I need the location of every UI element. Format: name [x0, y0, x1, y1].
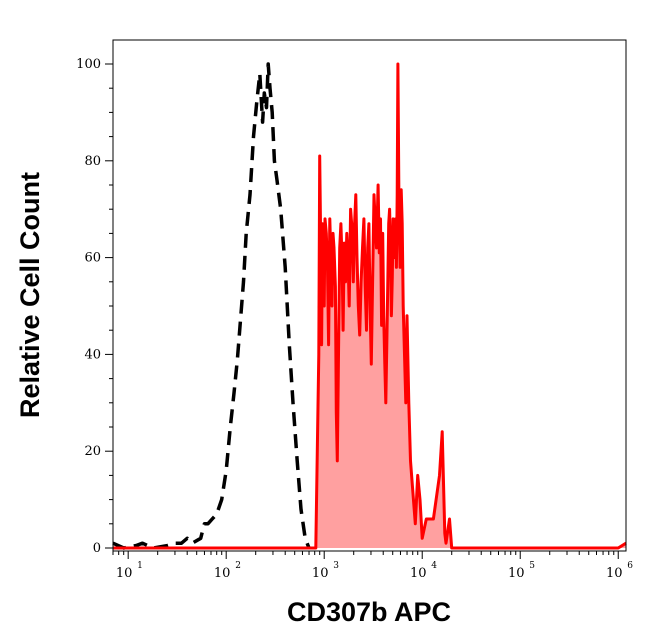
series-line-1 [113, 62, 627, 550]
x-tick-label: 10 [214, 566, 231, 581]
x-tick-exponent: 1 [137, 561, 143, 571]
x-tick-exponent: 4 [431, 561, 437, 571]
plot-frame [112, 39, 627, 552]
x-tick-label: 10 [508, 566, 525, 581]
y-axis-title: Relative Cell Count [15, 172, 45, 418]
plot-area [112, 62, 627, 550]
x-tick-exponent: 6 [627, 561, 633, 571]
y-tick-label: 40 [84, 347, 101, 362]
y-tick-label: 100 [76, 57, 101, 72]
y-tick-label: 0 [93, 541, 101, 556]
axis-ticks: 0 20 40 60 80 100 10 1 10 2 10 3 10 4 10 5 10 6 [76, 57, 633, 581]
x-tick-exponent: 2 [235, 561, 241, 571]
x-tick-label: 10 [410, 566, 427, 581]
x-tick-exponent: 3 [333, 561, 339, 571]
x-tick-exponent: 5 [529, 561, 535, 571]
y-tick-label: 80 [84, 154, 101, 169]
x-tick-label: 10 [606, 566, 623, 581]
x-tick-label: 10 [116, 566, 133, 581]
x-axis-title: CD307b APC [287, 597, 451, 627]
y-tick-label: 20 [84, 444, 101, 459]
y-tick-label: 60 [84, 251, 101, 266]
series-line-0 [112, 62, 311, 550]
x-tick-label: 10 [312, 566, 329, 581]
